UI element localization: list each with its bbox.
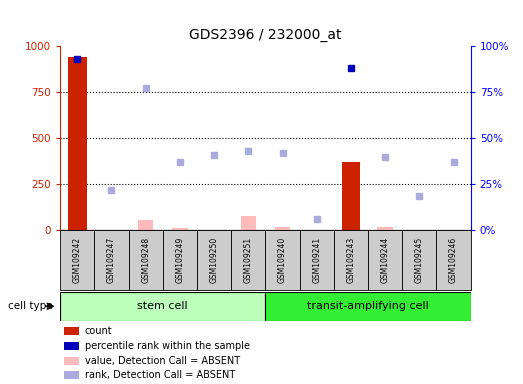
Title: GDS2396 / 232000_at: GDS2396 / 232000_at [189,28,342,42]
Text: GSM109246: GSM109246 [449,237,458,283]
Text: value, Detection Call = ABSENT: value, Detection Call = ABSENT [85,356,240,366]
Text: GSM109245: GSM109245 [415,237,424,283]
Bar [64,342,78,350]
Text: cell type: cell type [8,301,52,311]
Bar [64,356,78,365]
Bar [402,230,437,290]
Bar [368,230,402,290]
Bar [437,230,471,290]
Text: GSM109250: GSM109250 [210,237,219,283]
Text: GSM109247: GSM109247 [107,237,116,283]
Text: transit-amplifying cell: transit-amplifying cell [307,301,429,311]
Text: GSM109241: GSM109241 [312,237,321,283]
Bar [300,230,334,290]
Bar [64,371,78,379]
Text: count: count [85,326,112,336]
Text: stem cell: stem cell [138,301,188,311]
Bar [197,230,231,290]
Bar [231,230,266,290]
Text: GSM109244: GSM109244 [381,237,390,283]
Text: GSM109243: GSM109243 [346,237,356,283]
Bar [64,327,78,335]
Bar [266,292,471,321]
Bar [94,230,129,290]
Text: GSM109248: GSM109248 [141,237,150,283]
Bar [342,162,360,230]
Bar [129,230,163,290]
Bar [275,227,290,230]
Bar [266,230,300,290]
Bar [334,230,368,290]
Text: GSM109251: GSM109251 [244,237,253,283]
Text: rank, Detection Call = ABSENT: rank, Detection Call = ABSENT [85,370,235,380]
Bar [241,216,256,230]
Text: GSM109242: GSM109242 [73,237,82,283]
Bar [138,220,153,230]
Text: GSM109240: GSM109240 [278,237,287,283]
Bar [60,292,265,321]
Bar [60,230,94,290]
Text: percentile rank within the sample: percentile rank within the sample [85,341,250,351]
Text: GSM109249: GSM109249 [175,237,185,283]
Bar [163,230,197,290]
Bar [68,57,87,230]
Bar [378,227,393,230]
Bar [172,228,188,230]
